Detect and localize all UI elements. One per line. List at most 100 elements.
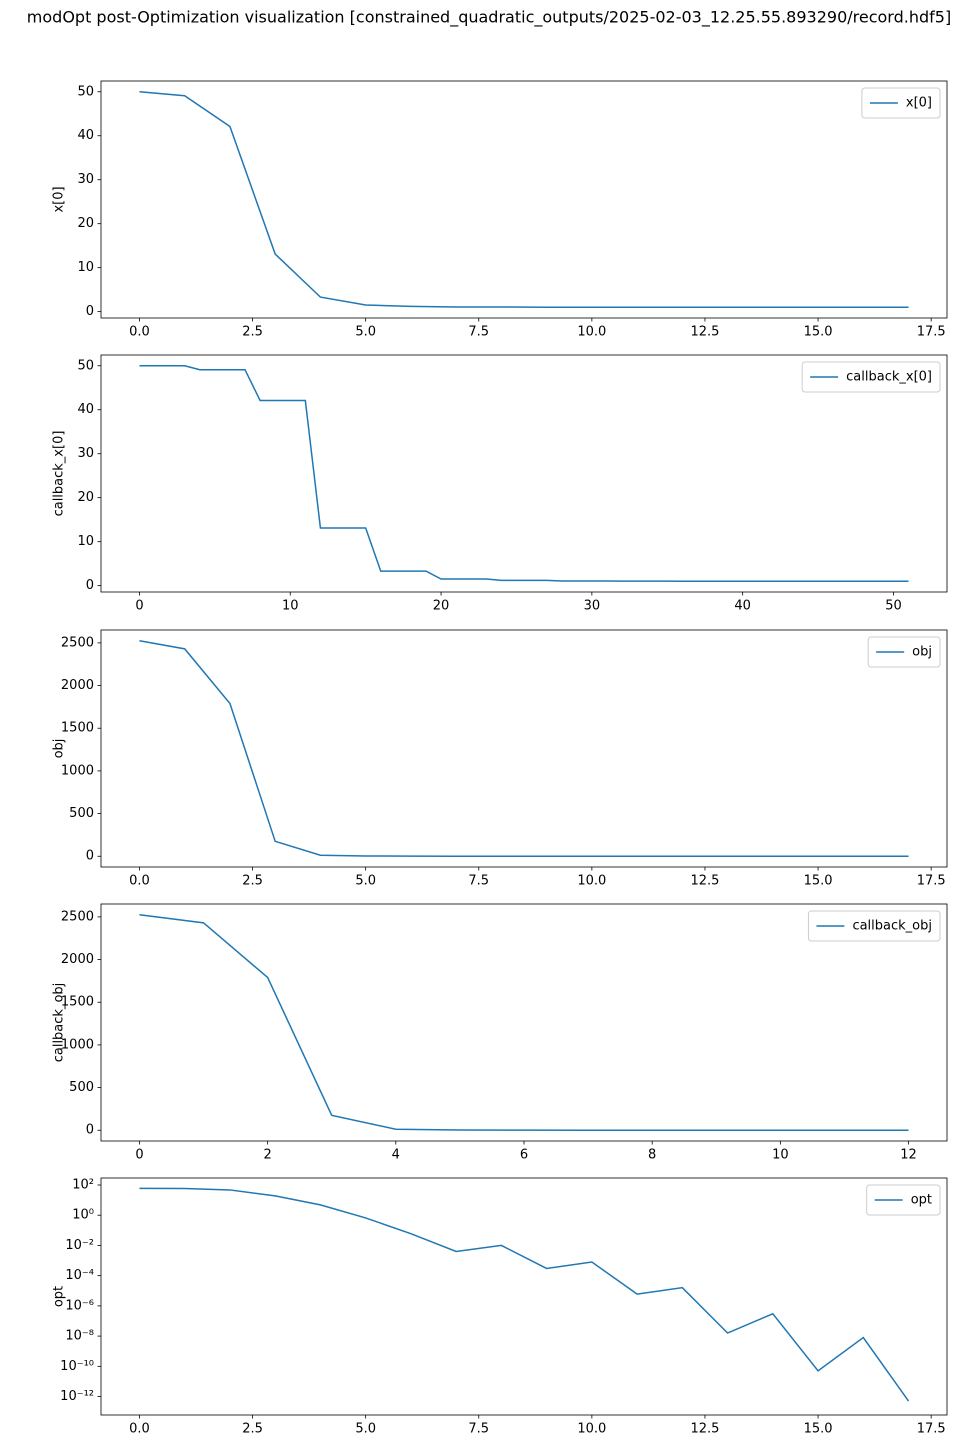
y-tick-label: 10⁻¹² bbox=[60, 1389, 94, 1404]
legend-box bbox=[801, 361, 941, 393]
y-axis-label: callback_x[0] bbox=[52, 431, 67, 517]
line-series bbox=[139, 1187, 910, 1402]
x-tick-label: 2.5 bbox=[242, 874, 263, 889]
x-tick-label: 4 bbox=[392, 1148, 400, 1163]
y-tick-label: 20 bbox=[77, 490, 94, 505]
y-tick-label: 0 bbox=[86, 1123, 94, 1138]
x-tick-label: 10.0 bbox=[577, 874, 606, 889]
plot-area bbox=[139, 365, 909, 582]
y-tick-label: 2000 bbox=[61, 678, 94, 693]
y-tick-label: 10⁻¹⁰ bbox=[60, 1359, 94, 1374]
x-tick-label: 17.5 bbox=[917, 1422, 946, 1437]
x-tick-label: 12.5 bbox=[690, 325, 719, 340]
line-series bbox=[139, 365, 909, 582]
y-tick-label: 30 bbox=[77, 446, 94, 461]
figure-title: modOpt post-Optimization visualization [… bbox=[27, 8, 951, 28]
y-tick-label: 1500 bbox=[61, 721, 94, 736]
legend: opt bbox=[866, 1184, 941, 1216]
y-tick-label: 0 bbox=[86, 304, 94, 319]
y-axis-label: obj bbox=[52, 739, 67, 759]
y-tick-label: 10⁻⁶ bbox=[65, 1298, 94, 1313]
x-tick-label: 6 bbox=[520, 1148, 528, 1163]
y-tick-label: 50 bbox=[77, 358, 94, 373]
x-tick-label: 5.0 bbox=[355, 1422, 376, 1437]
axes-frame bbox=[100, 80, 948, 319]
legend: callback_x[0] bbox=[801, 361, 941, 393]
x-tick-label: 0.0 bbox=[129, 1422, 150, 1437]
legend-label: x[0] bbox=[906, 96, 932, 111]
x-tick-label: 15.0 bbox=[804, 874, 833, 889]
y-axis-label: x[0] bbox=[52, 186, 67, 212]
y-tick-label: 20 bbox=[77, 216, 94, 231]
x-tick-label: 2.5 bbox=[242, 1422, 263, 1437]
y-tick-label: 1000 bbox=[61, 763, 94, 778]
y-tick-label: 1500 bbox=[61, 995, 94, 1010]
x-tick-label: 0.0 bbox=[129, 874, 150, 889]
legend: x[0] bbox=[861, 87, 941, 119]
axes-frame bbox=[100, 1177, 948, 1416]
y-tick-label: 500 bbox=[69, 1080, 94, 1095]
x-tick-label: 15.0 bbox=[804, 325, 833, 340]
y-tick-label: 10⁻⁴ bbox=[65, 1268, 94, 1283]
x-tick-label: 30 bbox=[584, 599, 601, 614]
y-axis-label: opt bbox=[52, 1286, 67, 1307]
x-tick-label: 7.5 bbox=[468, 1422, 489, 1437]
y-tick-label: 2500 bbox=[61, 909, 94, 924]
legend-label: callback_obj bbox=[852, 919, 932, 934]
y-tick-label: 2500 bbox=[61, 635, 94, 650]
x-tick-label: 7.5 bbox=[468, 874, 489, 889]
y-tick-label: 10⁻⁸ bbox=[65, 1329, 94, 1344]
legend: obj bbox=[867, 636, 941, 668]
x-tick-label: 2.5 bbox=[242, 325, 263, 340]
plot-area bbox=[139, 91, 909, 308]
y-axis-label: callback_obj bbox=[52, 983, 67, 1063]
y-tick-label: 30 bbox=[77, 172, 94, 187]
plot-area bbox=[139, 1187, 910, 1402]
x-tick-label: 12 bbox=[900, 1148, 917, 1163]
axes-frame bbox=[100, 903, 948, 1142]
plot-area bbox=[139, 914, 909, 1131]
x-tick-label: 10.0 bbox=[577, 325, 606, 340]
x-tick-label: 10 bbox=[772, 1148, 789, 1163]
y-tick-label: 40 bbox=[77, 128, 94, 143]
x-tick-label: 0.0 bbox=[129, 325, 150, 340]
x-tick-label: 8 bbox=[648, 1148, 656, 1163]
line-series bbox=[139, 91, 909, 308]
x-tick-label: 10 bbox=[282, 599, 299, 614]
x-tick-label: 7.5 bbox=[468, 325, 489, 340]
legend-label: opt bbox=[911, 1193, 932, 1208]
y-tick-label: 10⁻² bbox=[65, 1238, 94, 1253]
x-tick-label: 12.5 bbox=[690, 874, 719, 889]
line-series bbox=[139, 640, 909, 857]
y-tick-label: 0 bbox=[86, 849, 94, 864]
x-tick-label: 15.0 bbox=[804, 1422, 833, 1437]
legend-box bbox=[866, 1184, 941, 1216]
x-tick-label: 2 bbox=[263, 1148, 271, 1163]
x-tick-label: 5.0 bbox=[355, 325, 376, 340]
x-tick-label: 12.5 bbox=[690, 1422, 719, 1437]
x-tick-label: 17.5 bbox=[917, 874, 946, 889]
y-tick-label: 1000 bbox=[61, 1037, 94, 1052]
x-tick-label: 0 bbox=[135, 599, 143, 614]
legend-label: callback_x[0] bbox=[846, 370, 932, 385]
x-tick-label: 10.0 bbox=[577, 1422, 606, 1437]
legend-box bbox=[807, 910, 941, 942]
x-tick-label: 50 bbox=[885, 599, 902, 614]
y-tick-label: 10 bbox=[77, 260, 94, 275]
x-tick-label: 5.0 bbox=[355, 874, 376, 889]
x-tick-label: 17.5 bbox=[917, 325, 946, 340]
x-tick-label: 40 bbox=[734, 599, 751, 614]
legend-label: obj bbox=[912, 645, 932, 660]
legend-box bbox=[861, 87, 941, 119]
y-tick-label: 10 bbox=[77, 534, 94, 549]
y-tick-label: 40 bbox=[77, 402, 94, 417]
y-tick-label: 2000 bbox=[61, 952, 94, 967]
legend: callback_obj bbox=[807, 910, 941, 942]
y-tick-label: 500 bbox=[69, 806, 94, 821]
axes-frame bbox=[100, 354, 948, 593]
axes-frame bbox=[100, 629, 948, 868]
plot-area bbox=[139, 640, 909, 857]
y-tick-label: 10² bbox=[72, 1177, 94, 1192]
y-tick-label: 0 bbox=[86, 578, 94, 593]
